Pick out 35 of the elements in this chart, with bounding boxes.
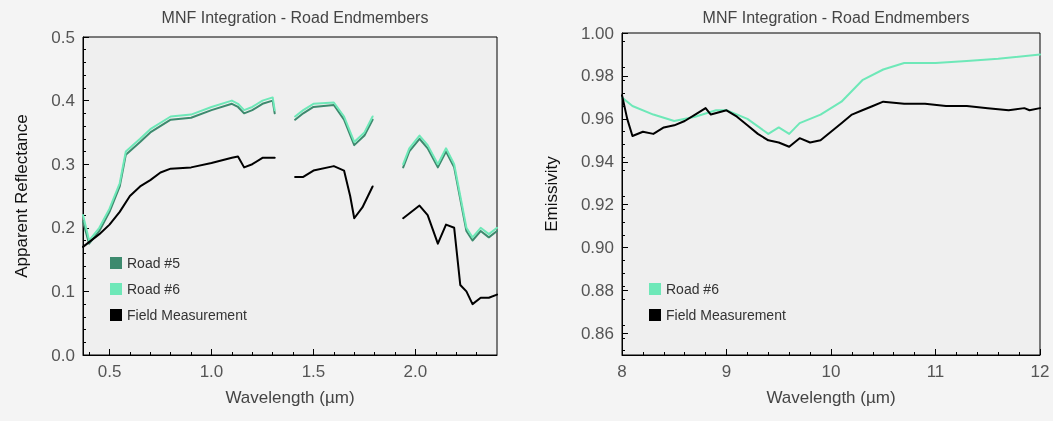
x-tick-label: 0.5: [97, 362, 122, 381]
x-tick-label: 10: [821, 362, 841, 381]
x-tick-label: 1.5: [301, 362, 326, 381]
y-tick-label: 0.3: [51, 154, 75, 174]
y-tick-label: 0.92: [580, 195, 614, 215]
legend-label: Field Measurement: [127, 307, 247, 323]
y-tick-label: 1.00: [580, 23, 614, 43]
x-tick-label: 2.0: [403, 362, 428, 381]
y-tick-label: 0.86: [580, 324, 614, 344]
legend-label: Road #6: [127, 281, 181, 297]
x-tick-label: 12: [1030, 362, 1050, 381]
x-tick-label: 11: [926, 362, 945, 381]
y-tick-label: 0.4: [51, 91, 75, 111]
y-tick-label: 0.98: [580, 66, 614, 86]
legend-label: Road #5: [127, 255, 181, 271]
chart-title: MNF Integration - Road Endmembers: [161, 8, 429, 26]
x-axis-title: Wavelength (µm): [766, 388, 896, 407]
legend-label: Field Measurement: [666, 307, 786, 323]
line-series: [621, 53, 1041, 135]
x-axis-title: Wavelength (µm): [225, 388, 355, 407]
y-tick-label: 0.0: [51, 345, 75, 365]
y-tick-label: 0.1: [51, 281, 75, 301]
x-tick-label: 1.0: [199, 362, 224, 381]
y-tick-label: 0.94: [580, 152, 614, 172]
y-tick-label: 0.2: [51, 218, 75, 238]
y-tick-label: 0.5: [51, 27, 75, 47]
x-tick-label: 9: [721, 362, 732, 381]
y-tick-label: 0.90: [580, 238, 614, 258]
x-tick-label: 8: [617, 362, 627, 381]
y-axis-title: Emissivity: [542, 155, 561, 232]
y-tick-label: 0.88: [580, 281, 614, 301]
legend-label: Road #6: [666, 281, 720, 297]
y-axis-title: Apparent Reflectance: [12, 114, 31, 278]
y-tick-label: 0.96: [580, 109, 614, 129]
chart-title: MNF Integration - Road Endmembers: [702, 8, 970, 26]
